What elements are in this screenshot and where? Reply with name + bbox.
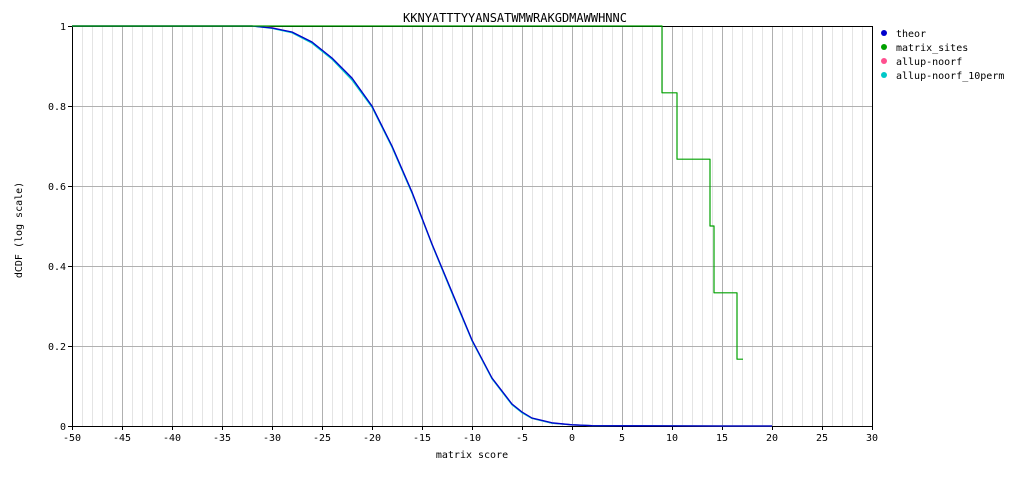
y-axis-title: dCDF (log scale) (14, 182, 25, 278)
y-tick-label: 0.2 (48, 342, 66, 353)
x-tick-label: 30 (866, 433, 878, 444)
x-tick-label: 25 (816, 433, 828, 444)
x-tick-label: 15 (716, 433, 728, 444)
minor-grid (82, 26, 863, 426)
legend-marker (881, 58, 887, 64)
x-tick-label: 5 (619, 433, 625, 444)
legend-label: allup-noorf_10perm (896, 71, 1004, 82)
x-tick-label: -25 (313, 433, 331, 444)
x-tick-label: 0 (569, 433, 575, 444)
x-tick-label: 10 (666, 433, 678, 444)
x-tick-label: 20 (766, 433, 778, 444)
x-tick-label: -40 (163, 433, 181, 444)
legend-label: allup-noorf (896, 57, 962, 68)
y-tick-label: 0 (60, 422, 66, 433)
major-grid (72, 26, 872, 426)
y-tick-label: 0.8 (48, 102, 66, 113)
x-tick-label: -15 (413, 433, 431, 444)
series-line-theor (72, 25, 772, 427)
legend-marker (881, 44, 887, 50)
x-tick-label: -20 (363, 433, 381, 444)
legend-label: theor (896, 29, 926, 40)
y-axis-ticks: 0 0.2 0.4 0.6 0.8 1 (48, 22, 72, 433)
series-line-matrix_sites (72, 25, 743, 360)
x-tick-label: -30 (263, 433, 281, 444)
series-layer (72, 25, 772, 427)
y-tick-label: 0.6 (48, 182, 66, 193)
legend-marker (881, 72, 887, 78)
chart-title: KKNYATTTYYANSATWMWRAKGDMAWWHNNC (403, 11, 627, 25)
x-axis-title: matrix score (436, 450, 508, 461)
x-tick-label: -10 (463, 433, 481, 444)
x-tick-label: -45 (113, 433, 131, 444)
x-tick-label: -50 (63, 433, 81, 444)
x-tick-label: -35 (213, 433, 231, 444)
legend-marker (881, 30, 887, 36)
y-tick-label: 1 (60, 22, 66, 33)
legend-label: matrix_sites (896, 43, 968, 54)
y-tick-label: 0.4 (48, 262, 66, 273)
x-tick-label: -5 (516, 433, 528, 444)
x-axis-ticks: -50 -45 -40 -35 -30 -25 -20 -15 -10 -5 0 5 10 15 20 25 3… (63, 426, 878, 444)
legend: theor matrix_sites allup-noorf allup-noorf_… (881, 29, 1004, 82)
